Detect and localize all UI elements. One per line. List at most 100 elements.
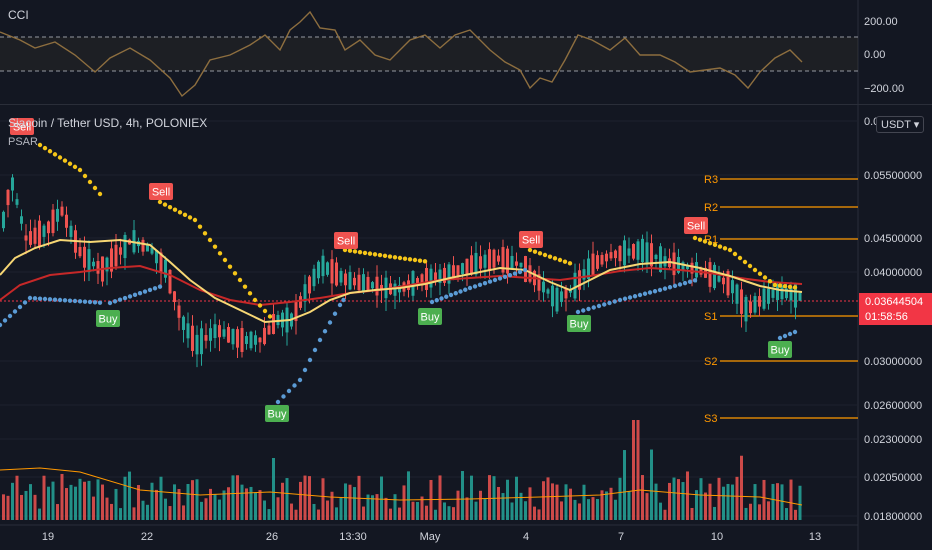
psar-dot xyxy=(52,297,58,302)
candle-body xyxy=(78,247,82,257)
buy-signal-badge[interactable]: Buy xyxy=(567,315,591,332)
price-axis-tick: 0.02050000 xyxy=(864,472,922,484)
candle-body xyxy=(636,241,640,260)
volume-bar xyxy=(87,480,91,520)
volume-bar xyxy=(515,476,518,520)
psar-dot xyxy=(747,263,753,269)
psar-dot xyxy=(502,274,508,279)
psar-dot xyxy=(392,255,398,260)
bar-countdown: 01:58:56 xyxy=(865,311,908,323)
psar-dot xyxy=(607,300,612,306)
psar-dot xyxy=(252,297,258,303)
psar-dot xyxy=(402,256,408,261)
volume-bar xyxy=(722,486,725,520)
volume-bar xyxy=(474,501,478,520)
candle-body xyxy=(564,288,568,299)
psar-dot xyxy=(692,278,698,283)
pivot-label: S3 xyxy=(704,413,717,425)
candle-body xyxy=(294,301,298,321)
sell-badge-bg xyxy=(334,232,358,249)
candle-body xyxy=(335,262,338,286)
buy-badge-bg xyxy=(567,315,591,332)
candle-body xyxy=(312,268,316,287)
psar-dot xyxy=(202,231,208,236)
cci-indicator-label[interactable]: CCI xyxy=(8,8,29,22)
fast-moving-average xyxy=(0,238,803,324)
time-axis-tick[interactable]: 4 xyxy=(523,531,529,543)
buy-badge-label: Buy xyxy=(268,409,287,421)
pivot-label: R3 xyxy=(704,174,718,186)
psar-dot xyxy=(362,250,368,256)
psar-dot xyxy=(787,331,793,337)
psar-dot xyxy=(487,279,493,284)
volume-bar xyxy=(695,490,698,520)
volume-bar xyxy=(438,475,442,520)
candle-body xyxy=(744,296,748,322)
time-axis-tick[interactable]: May xyxy=(420,531,441,543)
candle-body xyxy=(231,328,235,345)
volume-bar xyxy=(605,491,608,520)
time-axis-tick[interactable]: 22 xyxy=(141,531,153,543)
candle-body xyxy=(605,253,608,262)
volume-bar xyxy=(101,484,104,520)
sell-badge-label: Sell xyxy=(337,236,355,248)
psar-dot xyxy=(581,308,586,313)
psar-indicator-label[interactable]: PSAR xyxy=(8,136,38,148)
psar-dot xyxy=(227,264,233,269)
current-price-label[interactable]: 0.03644504 01:58:56 xyxy=(859,293,932,325)
time-axis-tick[interactable]: 10 xyxy=(711,531,723,543)
psar-dot xyxy=(72,298,78,304)
psar-dot xyxy=(92,300,98,305)
sell-signal-badge[interactable]: Sell xyxy=(10,118,34,135)
candle-body xyxy=(519,262,523,267)
volume-bar xyxy=(371,495,374,520)
buy-signal-badge[interactable]: Buy xyxy=(265,405,289,422)
candle-body xyxy=(353,277,356,286)
sell-signal-badge[interactable]: Sell xyxy=(684,217,708,234)
time-axis-tick[interactable]: 19 xyxy=(42,531,54,543)
buy-signal-badge[interactable]: Buy xyxy=(96,310,120,327)
psar-dot xyxy=(702,239,708,244)
time-axis-tick[interactable]: 26 xyxy=(266,531,278,543)
sell-signal-badge[interactable]: Sell xyxy=(519,231,543,248)
volume-bar xyxy=(573,499,577,520)
pane-separator[interactable] xyxy=(0,104,932,105)
price-axis-tick: 0.04000000 xyxy=(864,267,922,279)
price-axis-tick: 0.02300000 xyxy=(864,434,922,446)
candle-body xyxy=(722,277,725,285)
volume-bar xyxy=(452,507,455,520)
sell-signal-badge[interactable]: Sell xyxy=(149,183,173,200)
volume-bar xyxy=(227,487,230,520)
volume-bar xyxy=(123,476,127,520)
sell-signal-badge[interactable]: Sell xyxy=(334,232,358,249)
volume-bar xyxy=(456,490,460,520)
volume-bar xyxy=(294,509,298,520)
psar-dot xyxy=(439,296,444,301)
candle-body xyxy=(794,283,797,308)
buy-signal-badge[interactable]: Buy xyxy=(768,341,792,358)
candle-body xyxy=(65,214,68,228)
psar-dot xyxy=(222,257,228,263)
time-axis-tick[interactable]: 7 xyxy=(618,531,624,543)
psar-down-segment xyxy=(37,142,103,197)
psar-dot xyxy=(7,313,13,319)
psar-dot xyxy=(142,289,148,294)
currency-selector-button[interactable]: USDT ▾ xyxy=(876,116,925,133)
time-axis-tick[interactable]: 13:30 xyxy=(339,531,367,543)
buy-signal-badge[interactable]: Buy xyxy=(418,308,442,325)
candle-body xyxy=(488,249,491,271)
candle-body xyxy=(69,225,73,237)
sell-badge-label: Sell xyxy=(522,235,540,247)
psar-dot xyxy=(552,256,558,261)
price-axis-panel[interactable] xyxy=(858,0,932,550)
psar-dot xyxy=(307,357,313,363)
symbol-title[interactable]: Siacoin / Tether USD, 4h, POLONIEX xyxy=(8,116,208,130)
psar-up-segment xyxy=(107,284,163,306)
psar-dot xyxy=(157,199,163,205)
volume-bar xyxy=(182,505,185,520)
candle-body xyxy=(492,249,496,268)
psar-dot xyxy=(57,297,63,303)
time-axis-tick[interactable]: 13 xyxy=(809,531,821,543)
candle-body xyxy=(29,231,32,245)
